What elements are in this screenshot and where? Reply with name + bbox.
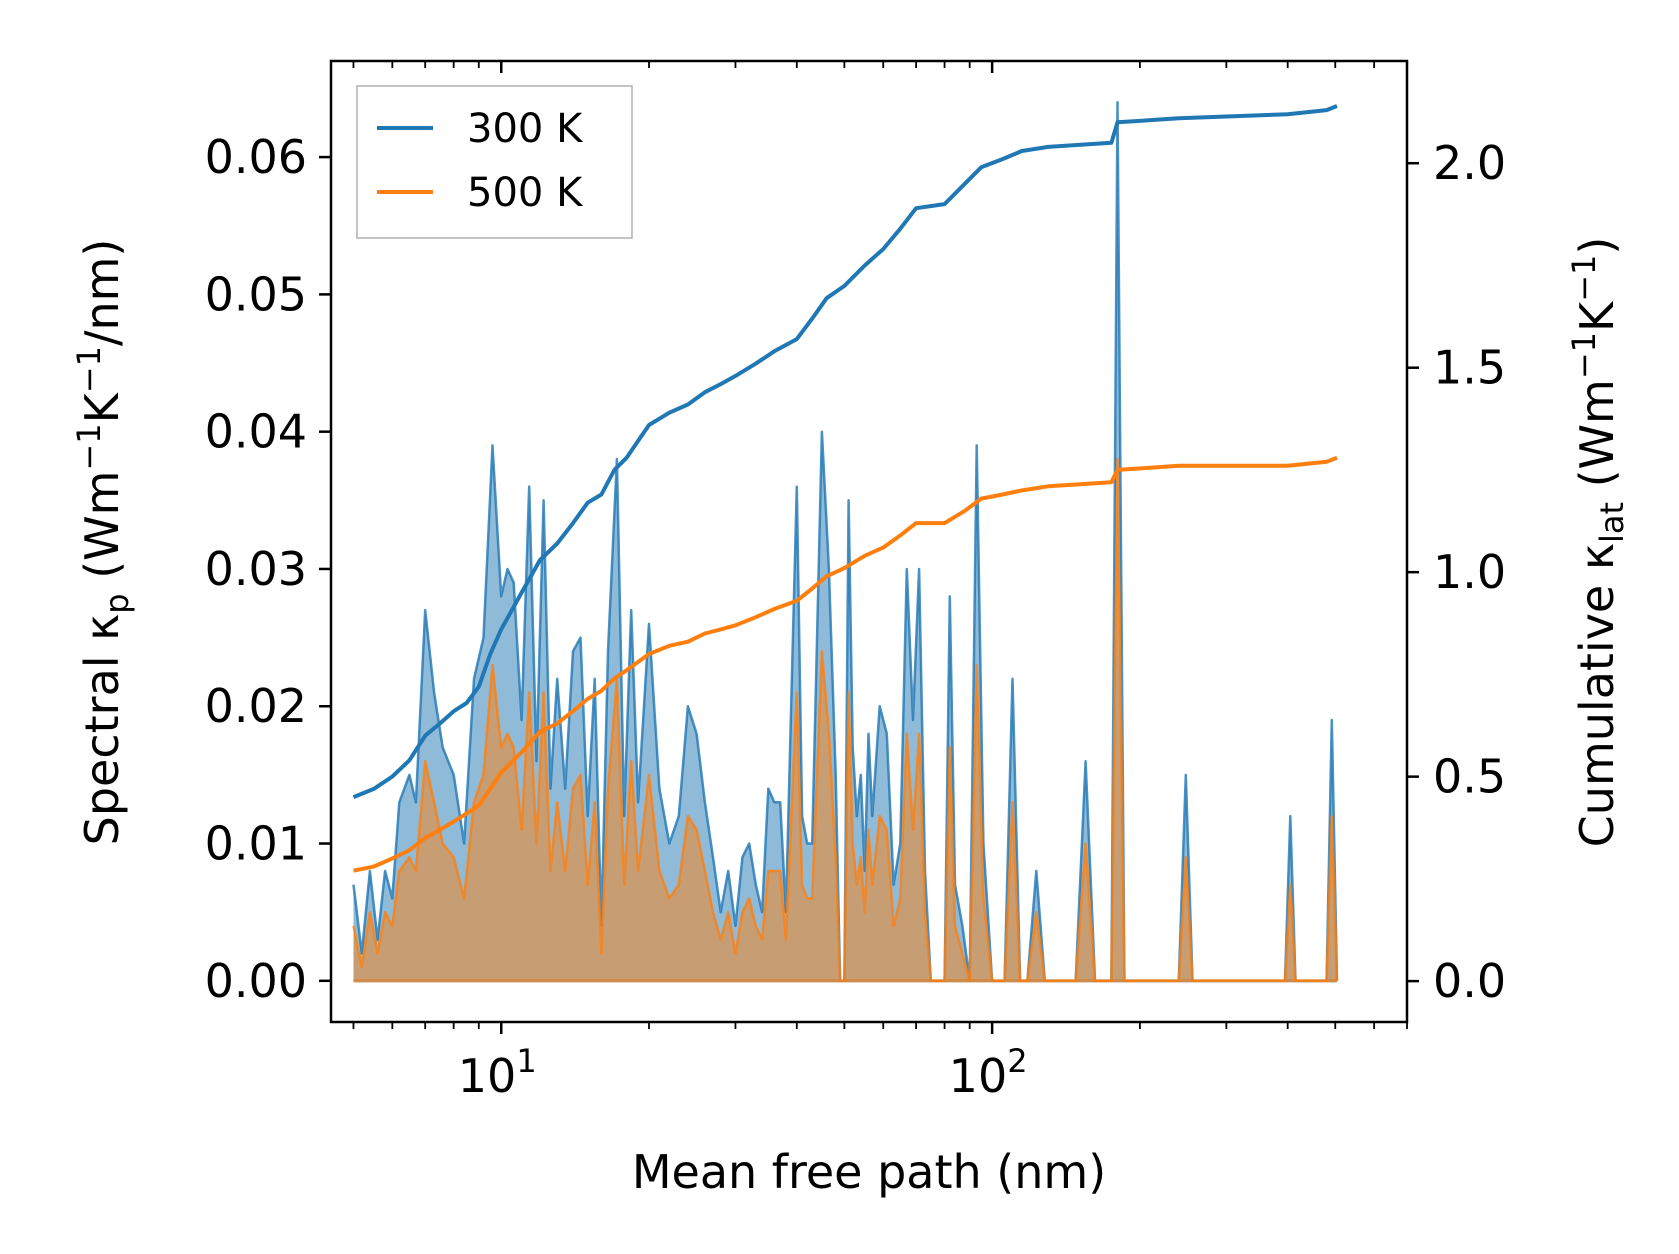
y-tick-label-left: 0.06	[205, 130, 307, 184]
x-tick-label: 101	[458, 1042, 537, 1103]
y-tick-label-left: 0.00	[205, 954, 307, 1008]
y-tick-label-right: 2.0	[1433, 136, 1506, 190]
x-tick-label: 102	[949, 1042, 1028, 1103]
plot-frame	[329, 59, 1409, 1024]
y-tick-label-left: 0.02	[205, 679, 307, 733]
legend: 300 K 500 K	[356, 85, 633, 239]
y-tick-label-right: 1.5	[1433, 341, 1506, 395]
legend-label-500k: 500 K	[467, 170, 584, 216]
y-tick-label-left: 0.05	[205, 267, 307, 321]
y-axis-title-right: Cumulative κlat (Wm−1K−1)	[1565, 237, 1631, 848]
y-tick-label-left: 0.04	[205, 405, 307, 459]
legend-label-300k: 300 K	[467, 106, 584, 152]
legend-box	[356, 85, 633, 239]
y-tick-label-left: 0.03	[205, 542, 307, 596]
spectral-series-layer	[352, 100, 1339, 983]
y-tick-label-left: 0.01	[205, 817, 307, 871]
y-tick-label-right: 0.0	[1433, 954, 1506, 1008]
y-axis-title-left: Spectral κp (Wm−1K−1/nm)	[70, 239, 136, 846]
spectral-fill-500k	[353, 459, 1337, 981]
cumulative-series-layer	[352, 104, 1338, 873]
spectral-line-500k	[352, 457, 1339, 983]
x-axis-title: Mean free path (nm)	[632, 1145, 1106, 1199]
cumulative-line-300k	[352, 104, 1338, 799]
y-tick-label-right: 0.5	[1433, 750, 1506, 804]
cumulative-line-500k	[353, 455, 1338, 873]
y-tick-label-right: 1.0	[1433, 545, 1506, 599]
ticks-layer: 0.00 0.01 0.02 0.03 0.04 0.05 0.06 0.0 0.5 1.0 1.5…	[205, 61, 1506, 1103]
